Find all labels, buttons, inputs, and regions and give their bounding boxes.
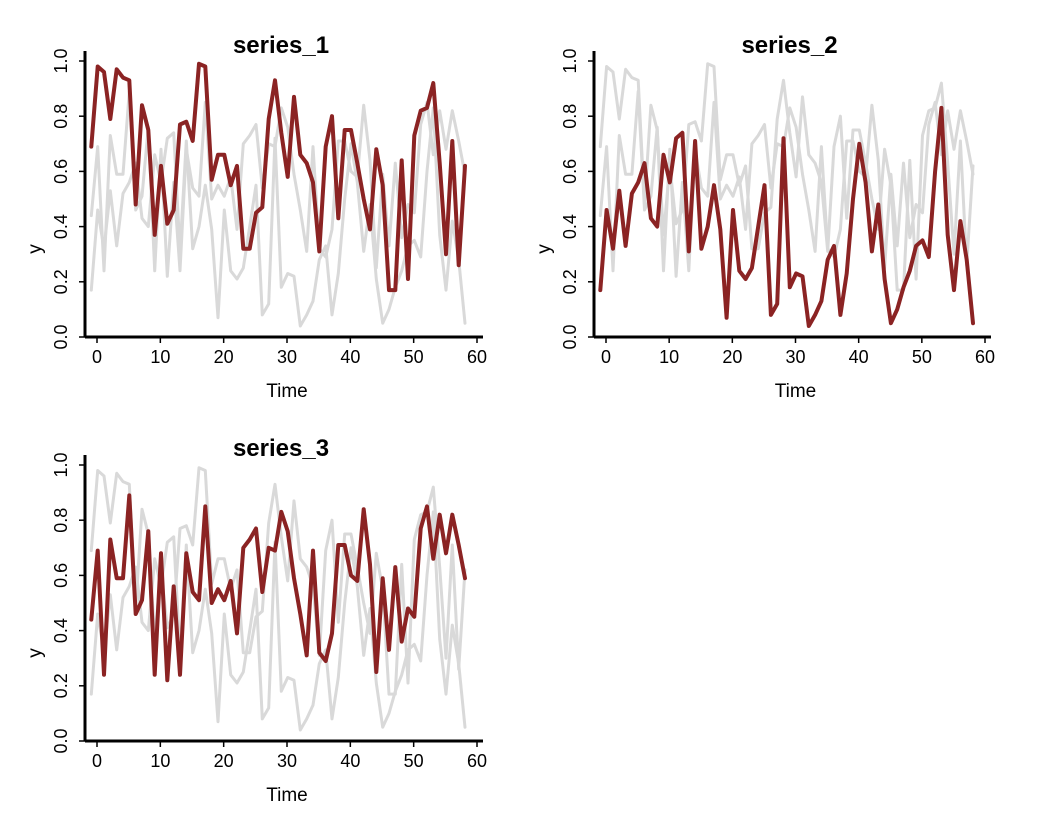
- chart-2-x-tick-label: 50: [912, 347, 932, 367]
- chart-2-background-line-3: [598, 89, 975, 278]
- chart-1-x-tick-label: 40: [340, 347, 360, 367]
- chart-2-y-tick-label: 1.0: [560, 48, 580, 73]
- chart-2-highlight-line: [598, 105, 975, 328]
- chart-2-y-tick-label: 0.8: [560, 104, 580, 129]
- chart-1-x-tick-label: 30: [277, 347, 297, 367]
- chart-2-y-axis-label: y: [534, 244, 555, 254]
- chart-2-y-tick-label: 0.6: [560, 159, 580, 184]
- chart-2-y-tick-label: 0.2: [560, 269, 580, 294]
- chart-1-y-tick-label: 1.0: [51, 48, 71, 73]
- chart-1-y-tick-label: 0.6: [51, 159, 71, 184]
- chart-3-x-tick-label: 10: [150, 751, 170, 771]
- chart-3-title: series_3: [233, 435, 329, 462]
- chart-3-highlight-line: [89, 493, 467, 683]
- chart-1-y-tick-label: 0.4: [51, 214, 71, 239]
- chart-1-x-tick-label: 60: [467, 347, 487, 367]
- chart-2-y-tick-label: 0.4: [560, 214, 580, 239]
- chart-3-x-tick-label: 20: [214, 751, 234, 771]
- chart-2-title: series_2: [741, 32, 837, 59]
- chart-1-x-axis-label: Time: [266, 381, 308, 402]
- chart-3-y-tick-label: 0.4: [51, 618, 71, 643]
- chart-3-x-tick-label: 60: [467, 751, 487, 771]
- chart-1-y-tick-label: 0.0: [51, 324, 71, 349]
- chart-1-x-tick-label: 50: [404, 347, 424, 367]
- panel-series-1: series_1 0 10 20 30 40 50 60 0.0 0.2 0.4 0.6 0.8 1.0 T…: [25, 32, 487, 402]
- chart-1-x-tick-label: 0: [92, 347, 102, 367]
- chart-1-background-line-3: [89, 89, 467, 278]
- chart-1-title: series_1: [233, 32, 329, 59]
- chart-3-x-tick-label: 40: [340, 751, 360, 771]
- chart-1-y-tick-label: 0.8: [51, 104, 71, 129]
- chart-3-x-axis-label: Time: [266, 785, 308, 806]
- chart-2-x-tick-label: 30: [785, 347, 805, 367]
- chart-3-x-tick-label: 0: [92, 751, 102, 771]
- chart-1-y-tick-label: 0.2: [51, 269, 71, 294]
- panel-series-2: series_2 0 10 20 30 40 50 60 0.0 0.2 0.4 0.6 0.8 1.0 T…: [534, 32, 995, 402]
- chart-3-y-tick-label: 0.0: [51, 728, 71, 753]
- chart-1-x-tick-label: 20: [214, 347, 234, 367]
- chart-1-x-tick-label: 10: [150, 347, 170, 367]
- chart-1-background-line-2: [89, 106, 467, 328]
- chart-2-x-tick-label: 0: [601, 347, 611, 367]
- chart-3-y-tick-label: 1.0: [51, 452, 71, 477]
- chart-1-highlight-line: [89, 61, 467, 293]
- chart-2-x-tick-label: 60: [975, 347, 995, 367]
- chart-3-y-tick-label: 0.2: [51, 673, 71, 698]
- chart-3-y-axis-label: y: [25, 648, 46, 658]
- chart-2-x-tick-label: 20: [722, 347, 742, 367]
- panel-series-3: series_3 0 10 20 30 40 50 60 0.0 0.2 0.4 0.6 0.8 1.0 T…: [25, 435, 487, 806]
- chart-3-background-line-2: [89, 510, 467, 732]
- chart-2-x-tick-label: 40: [849, 347, 869, 367]
- chart-3-x-tick-label: 50: [404, 751, 424, 771]
- chart-3-x-tick-label: 30: [277, 751, 297, 771]
- chart-1-y-axis-label: y: [25, 244, 46, 254]
- chart-3-y-tick-label: 0.8: [51, 508, 71, 533]
- chart-2-x-tick-label: 10: [659, 347, 679, 367]
- chart-2-y-tick-label: 0.0: [560, 324, 580, 349]
- chart-3-background-line-1: [89, 466, 467, 696]
- chart-3-y-tick-label: 0.6: [51, 563, 71, 588]
- chart-2-x-axis-label: Time: [775, 381, 817, 402]
